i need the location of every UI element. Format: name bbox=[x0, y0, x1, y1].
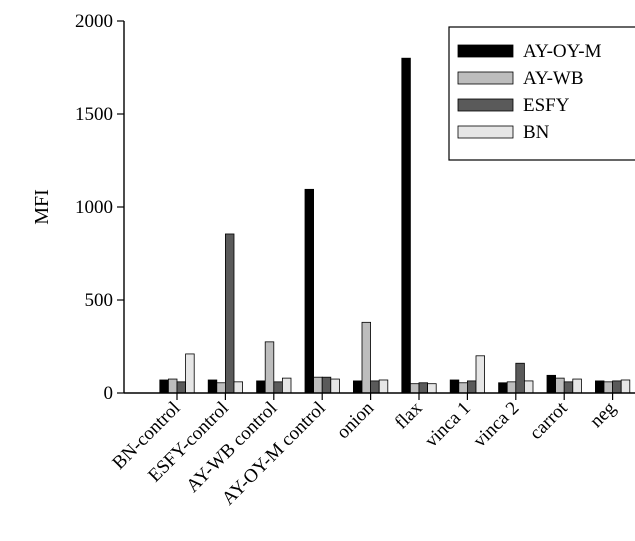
legend: AY-OY-M AY-WB ESFY BN bbox=[448, 26, 635, 161]
bar-esfy-8 bbox=[563, 381, 574, 394]
bar-ay-oy-m-6 bbox=[449, 379, 460, 394]
bar-esfy-3 bbox=[321, 376, 332, 394]
bar-ay-wb-3 bbox=[313, 376, 323, 394]
bar-esfy-5 bbox=[418, 382, 429, 394]
bar-esfy-4 bbox=[370, 380, 380, 394]
y-tick-label: 2000 bbox=[75, 11, 113, 32]
bar-ay-oy-m-0 bbox=[159, 379, 169, 394]
bar-ay-wb-8 bbox=[555, 377, 565, 394]
legend-label: BN bbox=[523, 122, 550, 143]
bar-ay-wb-9 bbox=[603, 381, 614, 394]
bar-bn-8 bbox=[572, 378, 582, 394]
bar-bn-4 bbox=[378, 379, 389, 394]
legend-swatch bbox=[457, 125, 514, 139]
bar-bn-0 bbox=[185, 353, 195, 394]
bar-esfy-2 bbox=[273, 381, 283, 394]
bar-ay-oy-m-4 bbox=[352, 380, 363, 394]
y-tick-label: 1000 bbox=[75, 197, 113, 218]
bar-esfy-7 bbox=[515, 362, 525, 394]
bar-ay-oy-m-2 bbox=[256, 380, 266, 394]
bar-bn-7 bbox=[524, 380, 534, 394]
x-tick-label: vinca 1 bbox=[421, 398, 475, 452]
bar-ay-oy-m-3 bbox=[304, 188, 315, 394]
y-axis-title: MFI bbox=[31, 189, 53, 225]
bar-ay-wb-5 bbox=[409, 383, 420, 394]
bar-ay-oy-m-9 bbox=[595, 380, 605, 394]
legend-label: ESFY bbox=[523, 95, 570, 116]
bar-bn-6 bbox=[475, 355, 486, 394]
legend-label: AY-WB bbox=[523, 68, 584, 89]
bar-esfy-0 bbox=[176, 381, 187, 394]
bar-ay-wb-7 bbox=[506, 381, 517, 394]
bar-ay-oy-m-5 bbox=[401, 57, 411, 394]
bar-ay-wb-6 bbox=[458, 382, 468, 394]
x-tick-label: carrot bbox=[526, 397, 573, 444]
x-tick-label: vinca 2 bbox=[469, 398, 523, 452]
bar-bn-1 bbox=[233, 381, 244, 394]
bar-bn-9 bbox=[620, 379, 631, 394]
x-tick-label: neg bbox=[586, 397, 621, 432]
bar-ay-oy-m-7 bbox=[498, 382, 508, 394]
legend-swatch bbox=[457, 44, 514, 58]
bar-esfy-9 bbox=[612, 380, 622, 394]
legend-label: AY-OY-M bbox=[523, 41, 602, 62]
bars-group bbox=[159, 57, 631, 394]
bar-bn-2 bbox=[281, 377, 292, 394]
bar-ay-oy-m-8 bbox=[546, 374, 557, 394]
bar-bn-3 bbox=[330, 378, 340, 394]
bar-ay-wb-2 bbox=[264, 341, 275, 394]
bar-ay-oy-m-1 bbox=[207, 379, 218, 394]
bar-ay-wb-4 bbox=[361, 321, 372, 394]
bar-ay-wb-0 bbox=[167, 378, 178, 394]
y-tick-label: 0 bbox=[104, 383, 114, 404]
legend-swatch bbox=[457, 98, 514, 112]
x-tick-label: flax bbox=[391, 397, 427, 433]
bar-bn-5 bbox=[427, 383, 437, 394]
bar-esfy-6 bbox=[466, 380, 477, 394]
y-tick-label: 1500 bbox=[75, 104, 113, 125]
bar-esfy-1 bbox=[224, 233, 235, 394]
y-tick-label: 500 bbox=[85, 290, 114, 311]
bar-ay-wb-1 bbox=[216, 382, 226, 394]
legend-swatch bbox=[457, 71, 514, 85]
x-tick-label: onion bbox=[333, 397, 379, 443]
